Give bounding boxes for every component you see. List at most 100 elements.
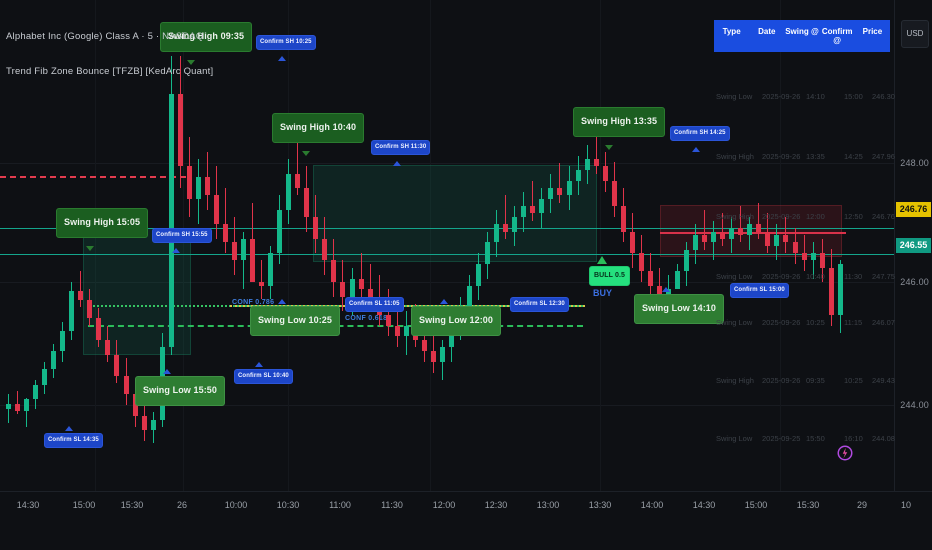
table-cell-type: Swing Low xyxy=(716,434,753,443)
table-cell-swing-at: 10:40 xyxy=(806,272,825,281)
swing-high-tag-1505[interactable]: Swing High 15:05 xyxy=(56,208,149,238)
gridline-v-5 xyxy=(600,0,601,492)
chart-plot-area[interactable]: CONF 0.786 CONF 0.618 Swing High 09:35 C… xyxy=(0,0,895,492)
table-cell-swing-at: 13:35 xyxy=(806,152,825,161)
gridline-v-4 xyxy=(430,0,431,492)
swing-data-table[interactable]: Type Date Swing @ Confirm @ Price xyxy=(714,20,890,52)
level-current-price xyxy=(0,254,895,255)
column-header-confirm: Confirm @ xyxy=(821,27,853,45)
confirm-sh-tag-1555[interactable]: Confirm SH 15:55 xyxy=(152,228,212,243)
price-tick-246: 246.00 xyxy=(900,277,929,287)
bull-signal-badge[interactable]: BULL 0.5 xyxy=(589,266,631,286)
time-tick-0: 14:30 xyxy=(16,500,40,510)
table-header-row: Type Date Swing @ Confirm @ Price xyxy=(714,20,890,52)
time-tick-3: 26 xyxy=(176,500,188,510)
chart-symbol-title[interactable]: Alphabet Inc (Google) Class A · 5 · NASD… xyxy=(6,31,204,42)
swing-high-tag-0935[interactable]: Swing High 09:35 xyxy=(160,22,253,52)
current-price-badge[interactable]: 246.55 xyxy=(896,238,931,253)
swing-high-pointer-1505 xyxy=(86,246,94,251)
gridline-244 xyxy=(0,405,895,406)
confirm-sh-tag-1425[interactable]: Confirm SH 14:25 xyxy=(670,126,730,141)
table-cell-swing-at: 15:50 xyxy=(806,434,825,443)
currency-badge[interactable]: USD xyxy=(901,20,929,48)
table-cell-type: Swing Low xyxy=(716,92,753,101)
time-tick-8: 12:00 xyxy=(432,500,456,510)
zone-label-0618: CONF 0.618 xyxy=(345,315,388,322)
swing-low-tag-1410[interactable]: Swing Low 14:10 xyxy=(634,294,725,324)
table-cell-swing-at: 09:35 xyxy=(806,376,825,385)
column-header-price: Price xyxy=(862,27,883,36)
confirm-sh-tag-1025[interactable]: Confirm SH 10:25 xyxy=(256,35,316,50)
table-cell-date: 2025-09-26 xyxy=(762,318,801,327)
swing-high-tag-1335[interactable]: Swing High 13:35 xyxy=(573,107,666,137)
swing-high-tag-1040[interactable]: Swing High 10:40 xyxy=(272,113,365,143)
level-fib-dotted xyxy=(230,305,585,307)
swing-high-pointer-1335 xyxy=(605,145,613,150)
table-cell-type: Swing High xyxy=(716,152,754,161)
time-tick-4: 10:00 xyxy=(224,500,248,510)
table-cell-date: 2025-09-26 xyxy=(762,212,801,221)
table-cell-price: 249.43 xyxy=(872,376,895,385)
confirm-sh-pointer-1025 xyxy=(278,56,286,61)
table-cell-type: Swing High xyxy=(716,212,754,221)
table-cell-date: 2025-09-26 xyxy=(762,92,801,101)
confirm-sl-tag-1105[interactable]: Confirm SL 11:05 xyxy=(345,297,404,312)
time-tick-10: 13:00 xyxy=(536,500,560,510)
gridline-v-1 xyxy=(95,0,96,492)
chart-indicator-title[interactable]: Trend Fib Zone Bounce [TFZB] [KedArc Qua… xyxy=(6,66,214,77)
brand-logo-icon xyxy=(837,445,853,461)
swing-low-tag-1200[interactable]: Swing Low 12:00 xyxy=(411,306,502,336)
column-header-swing: Swing @ xyxy=(785,27,819,36)
table-cell-price: 246.76 xyxy=(872,212,895,221)
swing-low-tag-1025[interactable]: Swing Low 10:25 xyxy=(250,306,341,336)
table-cell-confirm-at: 14:25 xyxy=(844,152,863,161)
column-header-type: Type xyxy=(722,27,741,36)
swing-low-pointer-1025 xyxy=(278,299,286,304)
gridline-248 xyxy=(0,163,895,164)
confirm-sl-tag-1040[interactable]: Confirm SL 10:40 xyxy=(234,369,293,384)
swing-low-tag-1550[interactable]: Swing Low 15:50 xyxy=(135,376,226,406)
time-tick-6: 11:00 xyxy=(329,500,351,510)
time-tick-13: 14:30 xyxy=(692,500,716,510)
swing-high-pointer-1040 xyxy=(302,151,310,156)
price-tick-244: 244.00 xyxy=(900,400,929,410)
table-cell-type: Swing High xyxy=(716,376,754,385)
table-cell-type: Swing Low xyxy=(716,318,753,327)
table-cell-confirm-at: 11:30 xyxy=(844,272,863,281)
table-cell-swing-at: 10:25 xyxy=(806,318,825,327)
buy-arrow-icon xyxy=(597,256,607,264)
swing-low-pointer-1410 xyxy=(662,287,670,292)
table-cell-price: 247.75 xyxy=(872,272,895,281)
confirm-sl-pointer-1435 xyxy=(65,426,73,431)
swing-low-pointer-1200 xyxy=(440,299,448,304)
level-bear-solid xyxy=(660,232,846,234)
table-cell-date: 2025-09-25 xyxy=(762,434,801,443)
confirm-sh-pointer-1130 xyxy=(393,161,401,166)
gridline-v-6 xyxy=(780,0,781,492)
table-cell-confirm-at: 11:15 xyxy=(844,318,863,327)
confirm-sl-tag-1500[interactable]: Confirm SL 15:00 xyxy=(730,283,789,298)
confirm-sl-tag-1230[interactable]: Confirm SL 12:30 xyxy=(510,297,569,312)
time-tick-17: 10 xyxy=(900,500,912,510)
table-cell-confirm-at: 10:25 xyxy=(844,376,863,385)
table-cell-swing-at: 14:10 xyxy=(806,92,825,101)
table-cell-date: 2025-09-26 xyxy=(762,152,801,161)
time-tick-14: 15:00 xyxy=(744,500,768,510)
table-cell-price: 244.08 xyxy=(872,434,895,443)
confirm-sh-pointer-1555 xyxy=(172,248,180,253)
swing-low-pointer-1550 xyxy=(163,369,171,374)
confirm-sl-tag-1435[interactable]: Confirm SL 14:35 xyxy=(44,433,103,448)
table-cell-swing-at: 12:00 xyxy=(806,212,825,221)
confirm-sl-pointer-1040 xyxy=(255,362,263,367)
confirm-sh-tag-1130[interactable]: Confirm SH 11:30 xyxy=(371,140,431,155)
time-tick-11: 13:30 xyxy=(588,500,612,510)
fib-level-price-badge[interactable]: 246.76 xyxy=(896,202,931,217)
table-cell-price: 246.30 xyxy=(872,92,895,101)
time-axis[interactable]: 14:30 15:00 15:30 26 10:00 10:30 11:00 1… xyxy=(0,491,932,550)
time-tick-2: 15:30 xyxy=(120,500,144,510)
gridline-v-2 xyxy=(183,0,184,492)
table-cell-type: Swing Low xyxy=(716,272,753,281)
gridline-v-3 xyxy=(288,0,289,492)
buy-signal-label: BUY xyxy=(593,288,613,298)
